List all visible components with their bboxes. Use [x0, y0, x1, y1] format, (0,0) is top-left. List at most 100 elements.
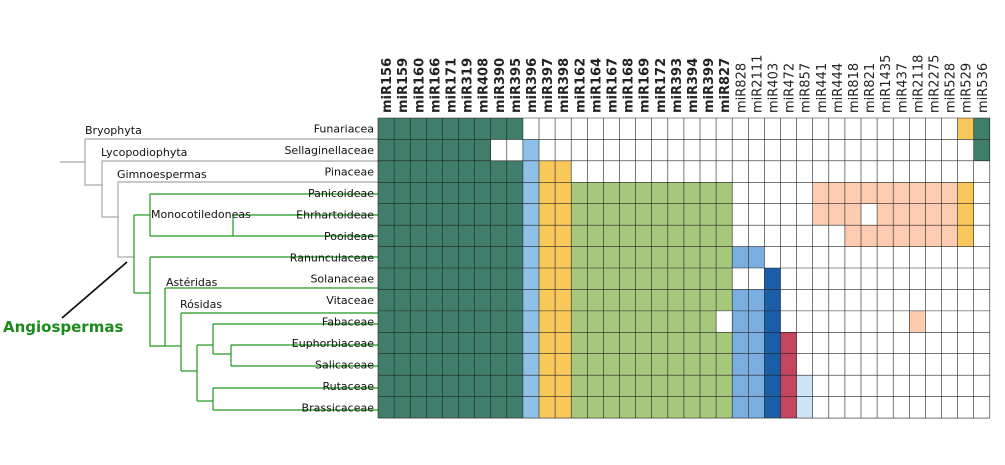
matrix-cell — [651, 225, 668, 247]
matrix-cell — [635, 139, 652, 161]
matrix-cell — [861, 396, 878, 419]
matrix-cell — [925, 246, 942, 269]
mirna-label: miR168 — [622, 58, 637, 113]
matrix-cell — [506, 396, 523, 419]
matrix-cell — [748, 182, 765, 204]
matrix-cell — [635, 225, 652, 247]
matrix-cell — [941, 118, 958, 140]
matrix-cell — [925, 353, 942, 376]
family-label: Vitaceae — [326, 294, 374, 307]
matrix-cell — [877, 182, 894, 204]
matrix-cell — [748, 332, 765, 354]
matrix-cell — [490, 332, 507, 354]
matrix-cell — [683, 396, 700, 419]
matrix-cell — [490, 289, 507, 311]
matrix-cell — [571, 246, 588, 269]
matrix-cell — [716, 396, 733, 419]
matrix-cell — [410, 375, 427, 397]
matrix-cell — [571, 375, 588, 397]
mirna-label: miR162 — [573, 58, 588, 113]
matrix-cell — [635, 268, 652, 290]
matrix-cell — [700, 203, 717, 226]
branch-core-eudicot — [149, 269, 165, 347]
matrix-cell — [732, 353, 749, 376]
matrix-cell — [490, 375, 507, 397]
mirna-label: miR169 — [638, 58, 653, 113]
matrix-cell — [716, 182, 733, 204]
family-label: Rutaceae — [323, 380, 375, 393]
matrix-cell — [442, 203, 459, 226]
matrix-cell — [683, 375, 700, 397]
matrix-cell — [925, 396, 942, 419]
matrix-cell — [925, 118, 942, 140]
matrix-cell — [442, 139, 459, 161]
matrix-cell — [764, 118, 781, 140]
clade-label-gimnoespermas: Gimnoespermas — [117, 168, 207, 181]
mirna-label: miR528 — [944, 63, 959, 113]
matrix-cell — [539, 203, 556, 226]
matrix-cell — [442, 246, 459, 269]
matrix-cell — [796, 268, 813, 290]
family-label: Ranunculaceae — [290, 251, 374, 264]
matrix-cell — [474, 332, 491, 354]
matrix-cell — [877, 246, 894, 269]
matrix-cell — [973, 289, 990, 311]
matrix-cell — [748, 118, 765, 140]
matrix-cell — [683, 268, 700, 290]
matrix-cell — [844, 139, 861, 161]
matrix-cell — [732, 289, 749, 311]
family-label: Fabaceae — [322, 316, 374, 329]
matrix-cell — [394, 268, 411, 290]
family-label: Sellaginellaceae — [284, 144, 374, 157]
matrix-cell — [522, 268, 539, 290]
matrix-cell — [410, 118, 427, 140]
angiosperm-branches — [133, 193, 378, 411]
matrix-cell — [877, 396, 894, 419]
matrix-cell — [442, 289, 459, 311]
matrix-cell — [893, 182, 910, 204]
matrix-cell — [812, 289, 829, 311]
matrix-cell — [716, 225, 733, 247]
matrix-cell — [442, 353, 459, 376]
matrix-cell — [410, 225, 427, 247]
matrix-cell — [603, 160, 620, 183]
matrix-cell — [635, 289, 652, 311]
matrix-cell — [555, 118, 572, 140]
matrix-cell — [555, 203, 572, 226]
matrix-cell — [877, 332, 894, 354]
matrix-cell — [635, 182, 652, 204]
family-label: Panicoideae — [308, 187, 374, 200]
matrix-cell — [732, 225, 749, 247]
matrix-cell — [780, 375, 797, 397]
mirna-label: miR408 — [477, 58, 492, 113]
matrix-cell — [844, 268, 861, 290]
matrix-cell — [394, 139, 411, 161]
angiospermas-pointer — [61, 261, 128, 319]
branch-tracheophyta — [84, 162, 102, 186]
mirna-label: miR437 — [895, 63, 910, 113]
matrix-cell — [683, 118, 700, 140]
matrix-cell — [877, 139, 894, 161]
matrix-cell — [683, 310, 700, 333]
matrix-cell — [555, 289, 572, 311]
matrix-cell — [506, 332, 523, 354]
matrix-cell — [667, 396, 684, 419]
mirna-label: miR397 — [541, 58, 556, 113]
matrix-cell — [812, 375, 829, 397]
matrix-cell — [651, 182, 668, 204]
matrix-cell — [812, 118, 829, 140]
matrix-cell — [571, 268, 588, 290]
matrix-cell — [490, 268, 507, 290]
matrix-cell — [394, 332, 411, 354]
matrix-cell — [378, 268, 395, 290]
matrix-cell — [539, 289, 556, 311]
matrix-cell — [812, 160, 829, 183]
family-labels: Funariacea Sellaginellaceae Pinaceae Panico… — [284, 123, 374, 415]
matrix-cell — [828, 182, 845, 204]
matrix-cell — [716, 353, 733, 376]
matrix-cell — [925, 268, 942, 290]
matrix-cell — [700, 310, 717, 333]
matrix-cell — [474, 139, 491, 161]
matrix-cell — [619, 396, 636, 419]
matrix-cell — [619, 118, 636, 140]
